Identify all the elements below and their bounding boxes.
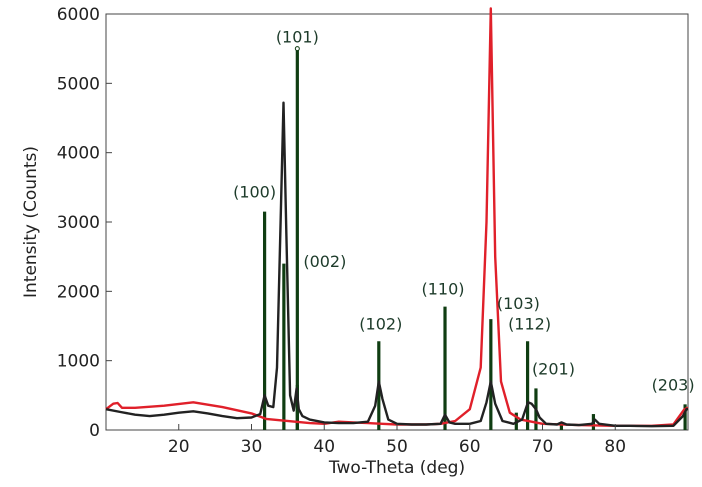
- peak-label: (203): [652, 375, 695, 394]
- series-line: [106, 9, 688, 426]
- y-tick-label: 0: [89, 421, 100, 441]
- y-axis-title: Intensity (Counts): [21, 146, 41, 298]
- x-tick-label: 40: [313, 437, 335, 457]
- x-tick-label: 20: [168, 437, 190, 457]
- x-tick-label: 30: [241, 437, 263, 457]
- peak-label: (102): [359, 314, 402, 333]
- peak-label: (103): [497, 294, 540, 313]
- y-tick-label: 5000: [57, 74, 100, 94]
- series-line: [106, 103, 688, 427]
- peak-label: (101): [276, 28, 319, 47]
- peak-label: (100): [233, 183, 276, 202]
- y-axis: 0 1000 2000 3000 4000 5000 6000: [57, 5, 112, 441]
- x-axis: 20 30 40 50 60 70 80: [168, 424, 626, 457]
- x-tick-label: 50: [386, 437, 408, 457]
- x-tick-label: 70: [532, 437, 554, 457]
- plot-frame: [106, 14, 688, 430]
- peak-label: (110): [421, 280, 464, 299]
- y-tick-label: 1000: [57, 352, 100, 372]
- y-tick-label: 3000: [57, 213, 100, 233]
- x-axis-title: Two-Theta (deg): [328, 458, 465, 478]
- x-tick-label: 60: [459, 437, 481, 457]
- peak-marker: [295, 47, 299, 51]
- y-tick-label: 4000: [57, 144, 100, 164]
- y-tick-label: 2000: [57, 282, 100, 302]
- peak-label: (112): [508, 314, 551, 333]
- peak-label: (002): [303, 252, 346, 271]
- peak-label: (201): [532, 359, 575, 378]
- x-tick-label: 80: [604, 437, 626, 457]
- y-tick-label: 6000: [57, 5, 100, 25]
- peak-labels: (100) (101) (002) (102) (110) (103)(112) (201)…: [233, 28, 695, 395]
- reference-lines: [265, 47, 685, 430]
- series-layer: [106, 9, 688, 427]
